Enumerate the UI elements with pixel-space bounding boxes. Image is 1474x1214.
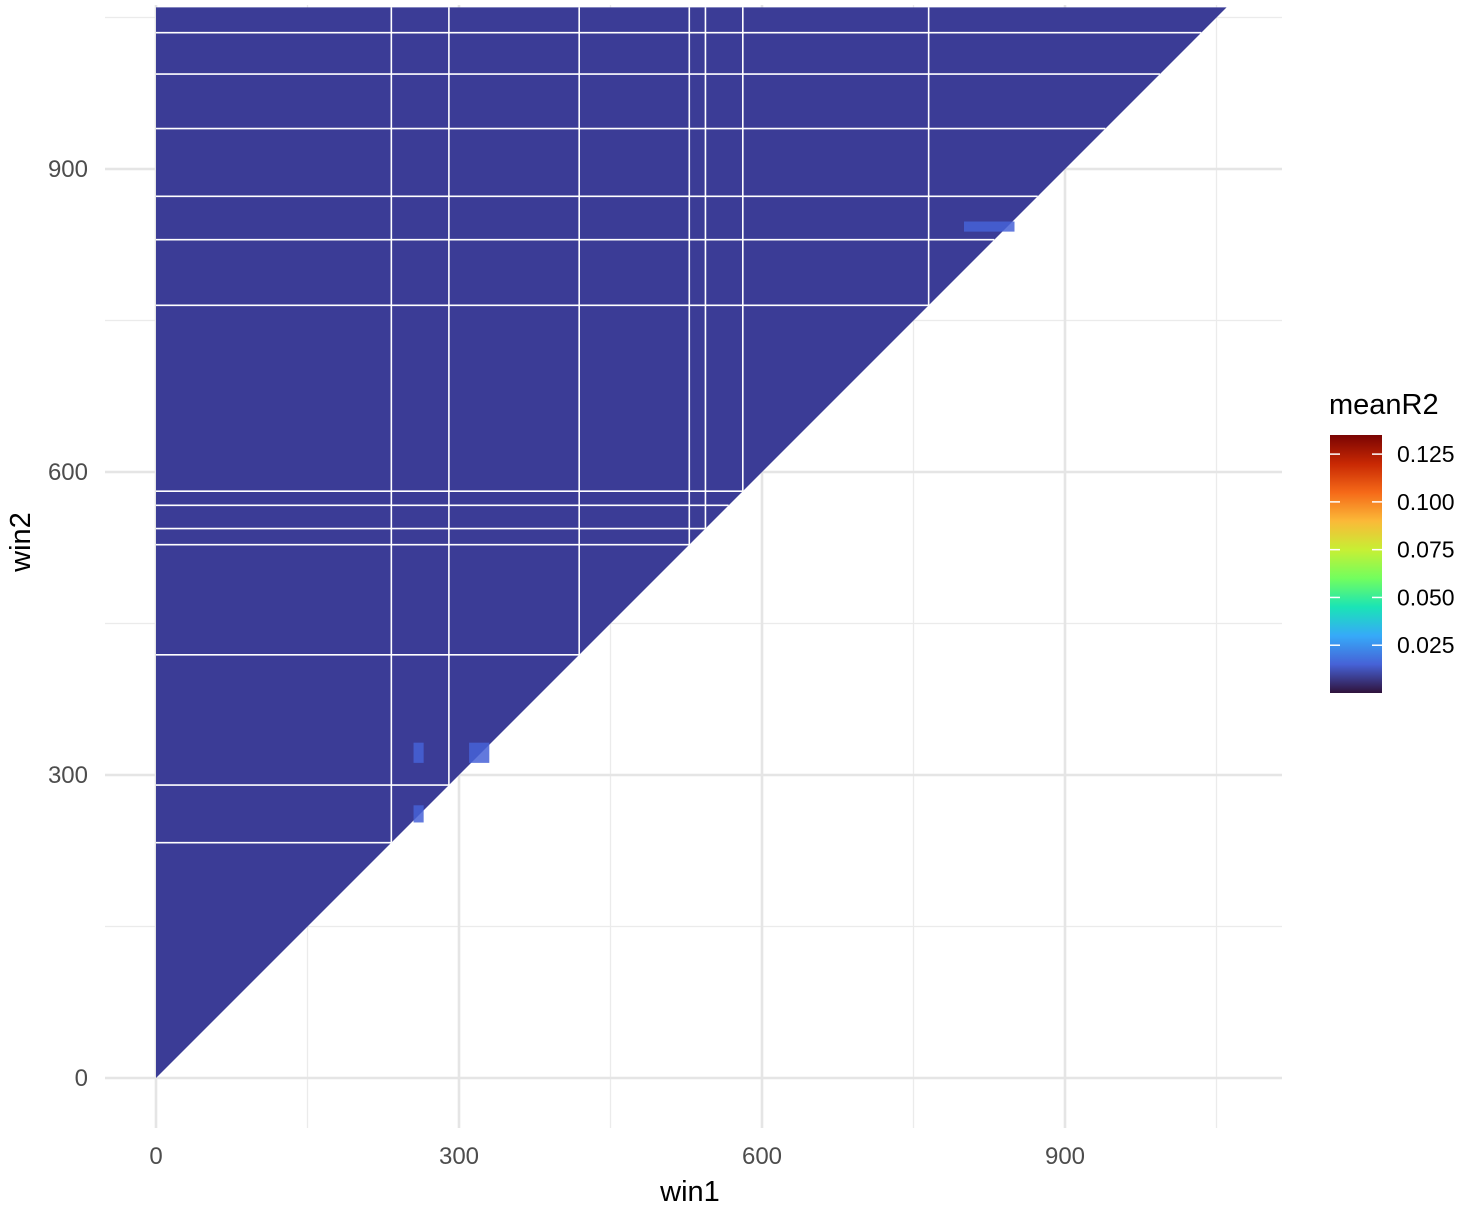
x-tick-label: 600: [742, 1143, 782, 1170]
heatmap-cells: [156, 7, 1227, 1078]
high-ld-block: [413, 742, 424, 763]
x-axis-tick-labels: 0 300 600 900: [149, 1143, 1085, 1170]
legend-tick-label: 0.025: [1397, 632, 1455, 658]
x-axis-title: win1: [659, 1176, 720, 1208]
color-legend: meanR2 0.025 0.050 0.075 0.100 0.125: [1329, 389, 1455, 693]
high-ld-block: [413, 805, 424, 823]
y-tick-label: 600: [48, 459, 88, 486]
y-tick-label: 900: [48, 156, 88, 183]
legend-ticks: 0.025 0.050 0.075 0.100 0.125: [1330, 441, 1455, 658]
legend-colorbar: [1330, 435, 1382, 693]
high-ld-block: [964, 221, 1015, 232]
high-ld-block: [469, 742, 490, 763]
x-tick-label: 0: [149, 1143, 162, 1170]
y-axis-title: win2: [5, 512, 37, 573]
legend-tick-label: 0.050: [1397, 584, 1455, 610]
x-tick-label: 300: [439, 1143, 479, 1170]
legend-title: meanR2: [1329, 389, 1439, 421]
legend-tick-label: 0.075: [1397, 537, 1455, 563]
y-tick-label: 0: [75, 1065, 88, 1092]
legend-tick-label: 0.100: [1397, 489, 1455, 515]
x-tick-label: 900: [1045, 1143, 1085, 1170]
legend-tick-label: 0.125: [1397, 441, 1455, 467]
y-axis-tick-labels: 0 300 600 900: [48, 156, 88, 1092]
y-tick-label: 300: [48, 762, 88, 789]
